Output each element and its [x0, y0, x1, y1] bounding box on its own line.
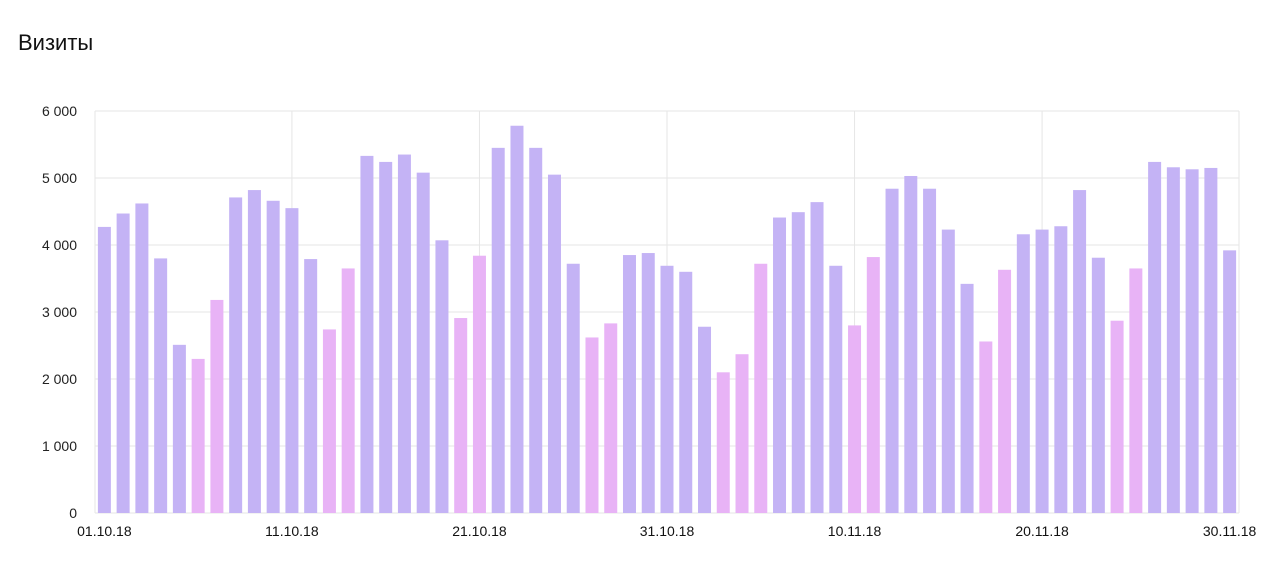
y-tick-label: 6 000	[42, 103, 77, 119]
bar	[135, 203, 149, 513]
bar	[585, 337, 599, 513]
bar	[379, 161, 393, 514]
bar	[435, 240, 449, 513]
y-tick-label: 1 000	[42, 438, 77, 454]
bar	[904, 175, 918, 514]
bar	[1129, 268, 1143, 513]
y-tick-label: 4 000	[42, 237, 77, 253]
bar	[641, 253, 655, 514]
bar	[116, 213, 130, 513]
bar	[247, 190, 261, 513]
bar	[547, 174, 561, 513]
bar	[416, 172, 430, 513]
bar	[472, 255, 486, 513]
chart-title: Визиты	[18, 30, 94, 55]
bar	[1110, 320, 1124, 513]
x-tick-label: 30.11.18	[1203, 523, 1257, 539]
x-tick-label: 31.10.18	[640, 523, 695, 539]
y-tick-label: 3 000	[42, 304, 77, 320]
bar	[941, 229, 955, 513]
bar	[998, 269, 1012, 513]
bar	[735, 354, 749, 513]
x-tick-label: 01.10.18	[77, 523, 132, 539]
bar	[960, 283, 974, 513]
bar	[660, 265, 674, 513]
bar	[1073, 190, 1087, 513]
bar	[679, 271, 693, 513]
bar	[829, 265, 843, 513]
y-tick-label: 0	[69, 505, 77, 521]
bar	[97, 226, 111, 513]
bar	[210, 299, 224, 513]
y-tick-label: 5 000	[42, 170, 77, 186]
bar	[304, 259, 318, 513]
bar	[1166, 167, 1180, 513]
bar	[866, 257, 880, 513]
bar	[566, 263, 580, 513]
bar	[322, 329, 336, 513]
bar	[923, 188, 937, 513]
bar	[172, 344, 186, 513]
bar	[622, 255, 636, 514]
bar	[791, 212, 805, 514]
x-tick-label: 20.11.18	[1015, 523, 1069, 539]
bar	[529, 147, 543, 513]
x-tick-label: 11.10.18	[265, 523, 319, 539]
bar	[1016, 234, 1030, 513]
bar	[848, 325, 862, 513]
bar	[154, 258, 168, 513]
bar	[979, 341, 993, 513]
bar	[454, 318, 468, 513]
x-tick-label: 10.11.18	[828, 523, 882, 539]
x-tick-label: 21.10.18	[452, 523, 507, 539]
bar	[810, 202, 824, 513]
bar	[754, 263, 768, 513]
bar	[1054, 226, 1068, 514]
bar	[1035, 229, 1049, 513]
bar	[1091, 257, 1105, 513]
bar	[341, 268, 355, 513]
bar	[491, 147, 505, 513]
bar	[1185, 169, 1199, 514]
bar	[773, 217, 787, 513]
bar	[397, 154, 411, 514]
bar	[885, 188, 899, 513]
bar	[266, 200, 280, 513]
bar	[698, 326, 712, 513]
bar	[510, 125, 524, 514]
bar	[191, 358, 205, 513]
bar	[716, 372, 730, 513]
bar	[1148, 161, 1162, 514]
bar	[229, 197, 243, 513]
bar	[1204, 167, 1218, 513]
bar	[285, 208, 299, 513]
bar	[1223, 250, 1237, 514]
bar	[360, 155, 374, 513]
bar	[604, 323, 618, 513]
y-tick-label: 2 000	[42, 371, 77, 387]
